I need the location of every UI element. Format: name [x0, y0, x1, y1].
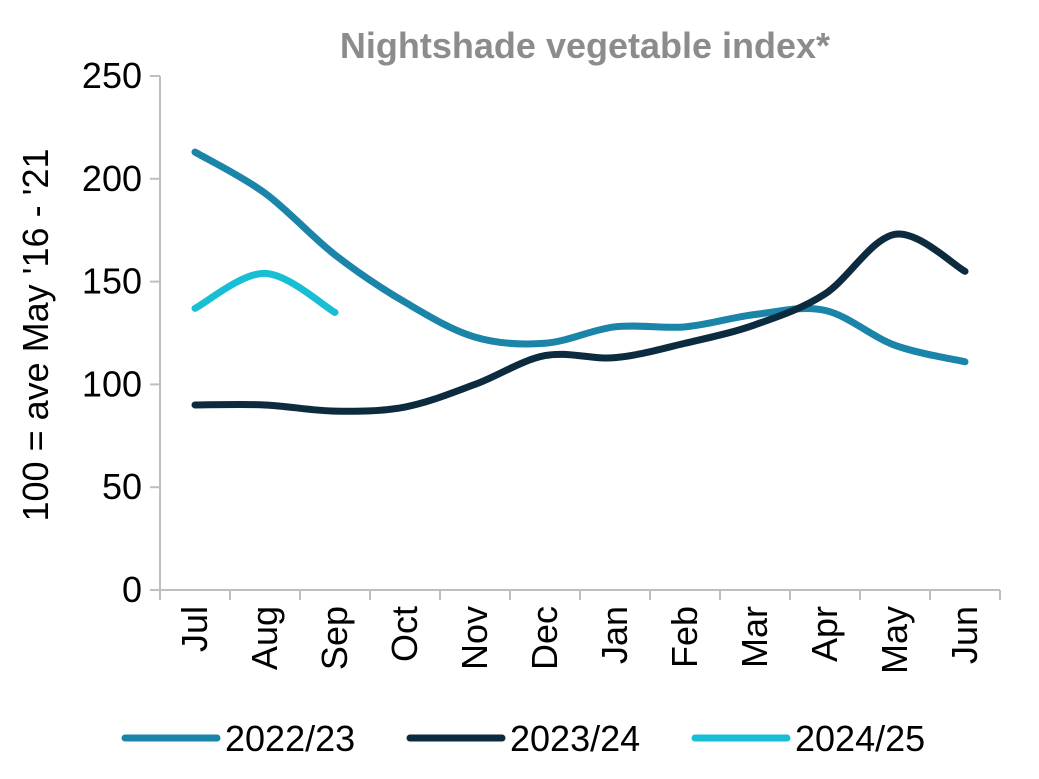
chart-title: Nightshade vegetable index*: [340, 25, 830, 66]
x-tick-label: Aug: [244, 606, 285, 670]
legend-label: 2024/25: [795, 718, 925, 759]
x-tick-label: May: [874, 606, 915, 674]
y-tick-label: 250: [82, 55, 142, 96]
y-axis-label: 100 = ave May '16 - '21: [15, 149, 56, 522]
legend-label: 2022/23: [225, 718, 355, 759]
series-lines: [191, 148, 969, 415]
x-tick-label: Jun: [944, 606, 985, 664]
x-tick-label: Feb: [664, 606, 705, 668]
y-tick-label: 100: [82, 363, 142, 404]
y-tick-label: 0: [122, 569, 142, 610]
legend: 2022/23 2023/24 2024/25: [121, 718, 925, 759]
x-tick-label: Apr: [804, 606, 845, 662]
x-tick-label: Dec: [524, 606, 565, 670]
series-line-2024-25: [191, 269, 339, 316]
y-tick-label: 200: [82, 158, 142, 199]
legend-label: 2023/24: [510, 718, 640, 759]
y-tick-labels: 0 50 100 150 200 250: [82, 55, 142, 610]
x-tick-label: Nov: [454, 606, 495, 670]
series-line-2022-23: [191, 148, 969, 366]
x-tick-label: Mar: [734, 606, 775, 668]
x-tick-label: Oct: [384, 606, 425, 662]
y-tick-label: 50: [102, 466, 142, 507]
x-tick-label: Jan: [594, 606, 635, 664]
series-line-2023-24: [191, 230, 969, 415]
y-tick-label: 150: [82, 261, 142, 302]
axes: [150, 75, 1001, 600]
x-tick-label: Sep: [314, 606, 355, 670]
x-tick-label: Jul: [174, 606, 215, 652]
x-tick-labels: Jul Aug Sep Oct Nov Dec Jan Feb Mar Apr May Jun: [174, 606, 985, 674]
